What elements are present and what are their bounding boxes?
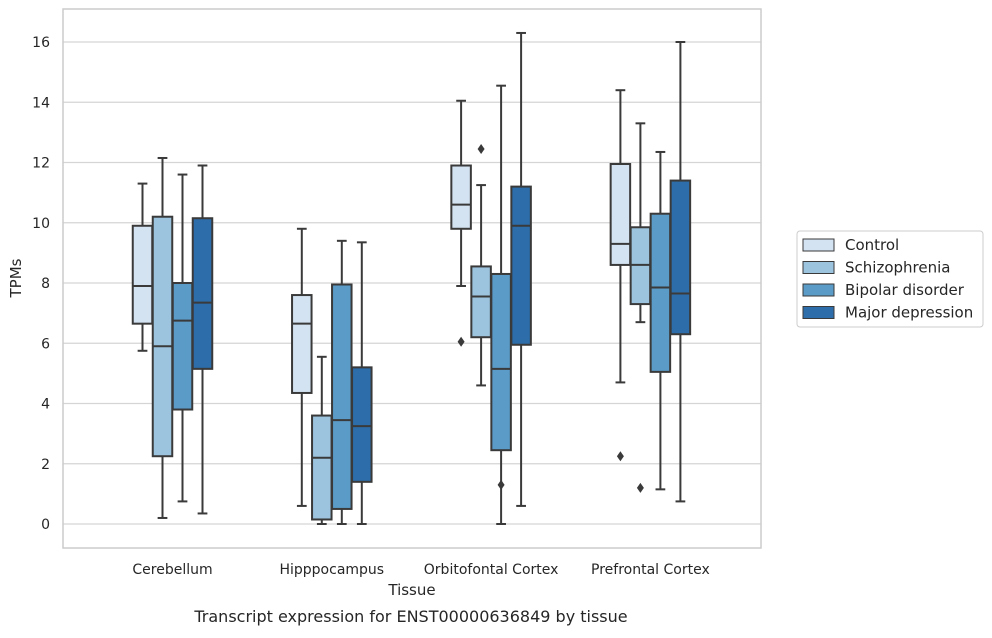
- box-bipolar-disorder: [171, 173, 194, 503]
- x-tick-label: Prefrontal Cortex: [591, 562, 710, 578]
- box-major-depression: [191, 164, 214, 515]
- box-iqr: [351, 366, 373, 483]
- legend-label: Bipolar disorder: [845, 281, 965, 299]
- box-control: [131, 182, 154, 352]
- box-schizophrenia: [470, 143, 492, 387]
- box-major-depression: [510, 31, 532, 507]
- x-tick-labels: Cerebellum Hipppocampus Orbitofontal Corte…: [132, 562, 709, 578]
- outlier-point: [477, 143, 485, 154]
- box-control: [450, 99, 472, 347]
- box-major-depression: [351, 241, 373, 525]
- x-tick-label: Hipppocampus: [279, 562, 384, 578]
- boxes: [131, 31, 692, 525]
- y-tick-label: 4: [41, 397, 50, 413]
- box-iqr: [311, 414, 333, 521]
- y-tick-label: 2: [41, 457, 50, 473]
- box-iqr: [470, 265, 492, 339]
- box-iqr: [510, 185, 532, 346]
- y-tick-label: 16: [32, 35, 50, 51]
- legend-label: Schizophrenia: [845, 259, 950, 277]
- box-bipolar-disorder: [331, 239, 353, 525]
- legend-label: Major depression: [845, 304, 973, 322]
- outlier-point: [616, 451, 624, 462]
- legend-label: Control: [845, 236, 899, 254]
- legend-frame: [796, 230, 984, 328]
- y-tick-label: 12: [32, 156, 50, 172]
- y-tick-label: 6: [41, 336, 50, 352]
- legend-swatch: [802, 261, 835, 274]
- outlier-point: [636, 482, 644, 493]
- y-tick-label: 10: [32, 216, 50, 232]
- y-tick-label: 14: [32, 95, 50, 111]
- box-iqr: [649, 212, 672, 373]
- chart-caption: Transcript expression for ENST0000063684…: [193, 607, 627, 626]
- legend: Control Schizophrenia Bipolar disorder Majo…: [796, 230, 984, 328]
- legend-swatch: [802, 283, 835, 297]
- y-tick-label: 8: [41, 276, 50, 292]
- y-axis-label: TPMs: [7, 258, 25, 298]
- box-iqr: [171, 282, 194, 411]
- box-iqr: [450, 164, 472, 230]
- box-iqr: [151, 215, 174, 458]
- box-control: [609, 89, 632, 462]
- box-iqr: [131, 224, 154, 325]
- x-tick-label: Cerebellum: [132, 562, 212, 578]
- box-control: [291, 227, 313, 507]
- x-tick-label: Orbitofontal Cortex: [424, 562, 559, 578]
- outlier-point: [457, 336, 465, 347]
- box-iqr: [191, 217, 214, 370]
- box-schizophrenia: [151, 156, 174, 519]
- box-iqr: [331, 283, 353, 510]
- box-schizophrenia: [311, 355, 333, 525]
- plot-frame: [62, 8, 762, 549]
- box-iqr: [669, 179, 692, 336]
- box-major-depression: [669, 41, 692, 503]
- box-iqr: [490, 272, 512, 452]
- y-tick-label: 0: [41, 517, 50, 533]
- box-bipolar-disorder: [490, 84, 512, 525]
- x-axis-label: Tissue: [387, 581, 435, 599]
- legend-swatch: [802, 306, 835, 319]
- outlier-point: [497, 479, 505, 490]
- box-bipolar-disorder: [649, 150, 672, 491]
- legend-swatch: [802, 238, 835, 252]
- y-tick-labels: 0 2 4 6 8 10 12 14 16: [32, 35, 50, 533]
- box-iqr: [609, 163, 632, 266]
- box-iqr: [291, 294, 313, 394]
